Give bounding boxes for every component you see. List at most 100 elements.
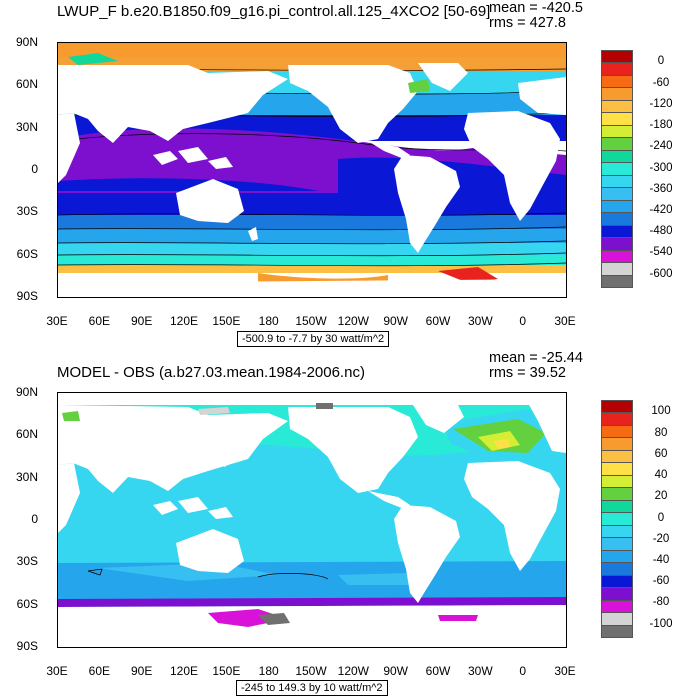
colorbar-label: -480 bbox=[649, 225, 673, 238]
lat-tick-label: 60N bbox=[15, 427, 38, 442]
bottom-mean: mean = -25.44 bbox=[489, 350, 583, 366]
top-mean: mean = -420.5 bbox=[489, 0, 583, 16]
colorbar-label: 40 bbox=[654, 469, 668, 482]
colorbar-label: 20 bbox=[654, 490, 668, 503]
colorbar-swatch bbox=[601, 124, 633, 139]
top-rms: rms = 427.8 bbox=[489, 15, 566, 31]
colorbar-label: -240 bbox=[649, 140, 673, 153]
colorbar-swatch bbox=[601, 112, 633, 126]
lon-tick-label: 60E bbox=[88, 664, 110, 678]
colorbar-label: -600 bbox=[649, 267, 673, 280]
colorbar-swatch bbox=[601, 224, 633, 239]
colorbar-label: -20 bbox=[652, 532, 670, 545]
lon-tick-label: 90E bbox=[130, 314, 153, 328]
colorbar-swatch bbox=[601, 87, 633, 101]
colorbar-swatch bbox=[601, 537, 633, 551]
colorbar-swatch bbox=[601, 249, 633, 264]
lon-tick-label: 120E bbox=[169, 664, 199, 678]
lon-tick-label: 0 bbox=[519, 664, 526, 678]
colorbar-label: -300 bbox=[649, 161, 673, 174]
colorbar-swatch bbox=[601, 99, 633, 114]
lon-tick-label: 0 bbox=[519, 314, 526, 328]
lon-tick-label: 90E bbox=[130, 664, 153, 678]
colorbar-swatch bbox=[601, 624, 633, 638]
lon-tick-label: 60E bbox=[88, 314, 110, 328]
colorbar-label: -180 bbox=[649, 119, 673, 132]
colorbar-label: -40 bbox=[652, 553, 670, 566]
colorbar-label: -60 bbox=[652, 575, 670, 588]
colorbar-swatch bbox=[601, 174, 633, 189]
colorbar-label: 60 bbox=[654, 447, 668, 460]
lon-tick-label: 60W bbox=[425, 664, 451, 678]
lon-tick-label: 150E bbox=[212, 664, 241, 678]
lon-tick-label: 30E bbox=[554, 664, 576, 678]
lon-tick-label: 180 bbox=[258, 314, 279, 328]
colorbar-swatch bbox=[601, 212, 633, 226]
lon-tick-label: 150E bbox=[212, 314, 241, 328]
lon-tick-label: 90W bbox=[383, 314, 408, 328]
lat-tick-label: 60S bbox=[16, 596, 38, 611]
colorbar-label: 0 bbox=[657, 55, 665, 68]
colorbar-swatch bbox=[601, 562, 633, 576]
bottom-panel-title: MODEL - OBS (a.b27.03.mean.1984-2006.nc) bbox=[57, 364, 365, 381]
colorbar-swatch bbox=[601, 199, 633, 214]
colorbar-swatch bbox=[601, 74, 633, 89]
lon-tick-label: 180 bbox=[258, 664, 279, 678]
colorbar-swatch bbox=[601, 474, 633, 489]
colorbar-swatch bbox=[601, 449, 633, 464]
lon-tick-label: 90W bbox=[383, 664, 408, 678]
lon-tick-label: 30W bbox=[467, 314, 493, 328]
bottom-rms: rms = 39.52 bbox=[489, 365, 566, 381]
top-colorbar: 0 -60 -120 -180 -240 -300 -360 -420 -480 -540 -600 bbox=[601, 50, 673, 288]
colorbar-label: -120 bbox=[649, 97, 673, 110]
bottom-map bbox=[57, 392, 567, 648]
colorbar-swatch bbox=[601, 512, 633, 526]
colorbar-label: 0 bbox=[657, 511, 665, 524]
colorbar-swatch bbox=[601, 587, 633, 601]
top-panel: LWUP_F b.e20.B1850.f09_g16.pi_control.al… bbox=[15, 0, 673, 347]
colorbar-label: -80 bbox=[652, 596, 670, 609]
lat-tick-label: 90N bbox=[15, 35, 38, 49]
colorbar-swatch bbox=[601, 612, 633, 626]
lat-tick-label: 30S bbox=[16, 204, 38, 219]
lon-tick-label: 120W bbox=[337, 664, 369, 678]
colorbar-swatch bbox=[601, 50, 633, 64]
lat-tick-label: 30S bbox=[16, 554, 38, 569]
colorbar-label: -360 bbox=[649, 182, 673, 195]
colorbar-swatch bbox=[601, 149, 633, 164]
colorbar-swatch bbox=[601, 462, 633, 476]
colorbar-swatch bbox=[601, 237, 633, 251]
lat-tick-label: 90S bbox=[16, 639, 38, 653]
bottom-colorbar: 100 80 60 40 20 0 -20 -40 -60 -80 -100 bbox=[601, 400, 673, 638]
colorbar-swatch bbox=[601, 400, 633, 414]
lon-tick-label: 30E bbox=[46, 314, 68, 328]
colorbar-swatch bbox=[601, 499, 633, 514]
colorbar-swatch bbox=[601, 62, 633, 76]
colorbar-label: -420 bbox=[649, 203, 673, 216]
top-contour-range: -500.9 to -7.7 by 30 watt/m^2 bbox=[237, 331, 390, 347]
lat-tick-label: 0 bbox=[31, 512, 38, 526]
lon-tick-label: 30E bbox=[554, 314, 576, 328]
lat-tick-label: 30N bbox=[15, 119, 38, 134]
bottom-contour-range: -245 to 149.3 by 10 watt/m^2 bbox=[236, 680, 388, 696]
colorbar-label: -100 bbox=[649, 617, 673, 630]
lat-tick-label: 30N bbox=[15, 469, 38, 484]
colorbar-swatch bbox=[601, 137, 633, 151]
colorbar-swatch bbox=[601, 599, 633, 614]
colorbar-label: 100 bbox=[651, 405, 671, 418]
colorbar-label: -540 bbox=[649, 246, 673, 259]
lon-tick-label: 150W bbox=[295, 314, 327, 328]
colorbar-swatch bbox=[601, 549, 633, 564]
colorbar-swatch bbox=[601, 424, 633, 439]
colorbar-swatch bbox=[601, 262, 633, 276]
lat-tick-label: 0 bbox=[31, 162, 38, 176]
lon-tick-label: 120W bbox=[337, 314, 369, 328]
colorbar-swatch bbox=[601, 574, 633, 589]
lat-tick-label: 60N bbox=[15, 77, 38, 92]
colorbar-swatch bbox=[601, 162, 633, 176]
colorbar-swatch bbox=[601, 437, 633, 451]
lon-tick-label: 30W bbox=[467, 664, 493, 678]
lon-tick-label: 60W bbox=[425, 314, 451, 328]
top-panel-title: LWUP_F b.e20.B1850.f09_g16.pi_control.al… bbox=[57, 3, 491, 20]
lon-tick-label: 120E bbox=[169, 314, 199, 328]
